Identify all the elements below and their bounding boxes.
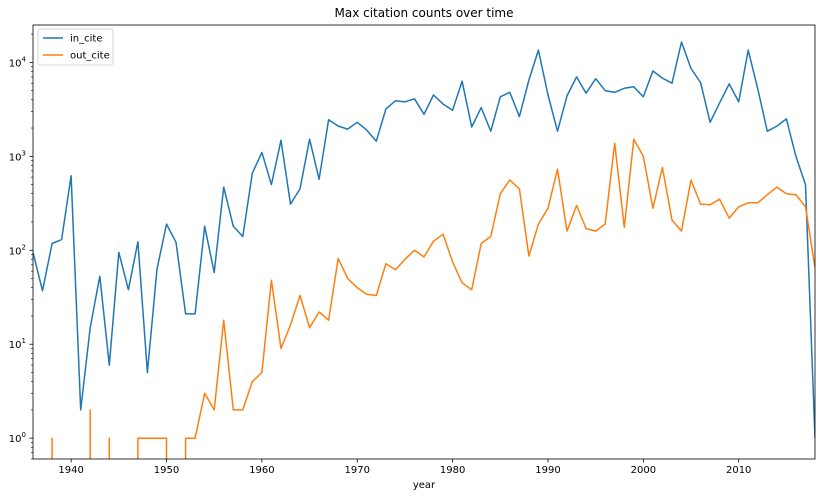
y-tick-label: 101 <box>9 337 26 351</box>
legend-label-in-cite: in_cite <box>70 34 102 45</box>
x-tick-label: 1980 <box>440 465 465 476</box>
x-axis: 1940 1950 1960 1970 1980 1990 2000 2010 <box>58 459 751 476</box>
y-tick-label: 104 <box>9 55 27 69</box>
series-layer <box>33 41 815 459</box>
legend-label-out-cite: out_cite <box>70 51 110 62</box>
x-tick-label: 2000 <box>631 465 656 476</box>
x-tick-label: 1970 <box>345 465 370 476</box>
y-tick-label: 103 <box>9 149 26 163</box>
y-tick-label: 100 <box>9 431 26 445</box>
legend: in_cite out_cite <box>37 28 114 66</box>
chart-title: Max citation counts over time <box>334 6 513 20</box>
x-tick-label: 1960 <box>249 465 274 476</box>
x-tick-label: 1950 <box>154 465 179 476</box>
series-line-out-cite-segment-3 <box>137 437 168 459</box>
x-tick-label: 1990 <box>535 465 560 476</box>
series-line-out-cite-segment-4 <box>184 138 815 459</box>
plot-frame <box>32 24 816 460</box>
series-line-in-cite <box>33 41 815 439</box>
x-tick-label: 2010 <box>726 465 751 476</box>
y-tick-label: 102 <box>9 243 26 257</box>
x-tick-label: 1940 <box>58 465 83 476</box>
y-axis: 100 101 102 103 104 <box>9 33 33 460</box>
x-axis-label: year <box>413 480 436 491</box>
